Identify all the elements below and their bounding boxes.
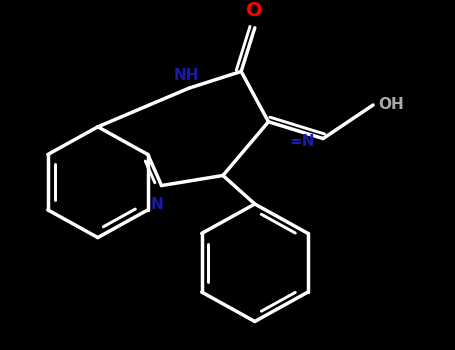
Text: O: O	[247, 1, 263, 20]
Text: OH: OH	[378, 98, 404, 112]
Text: NH: NH	[174, 68, 200, 83]
Text: N: N	[150, 197, 163, 212]
Text: =N: =N	[289, 134, 315, 149]
